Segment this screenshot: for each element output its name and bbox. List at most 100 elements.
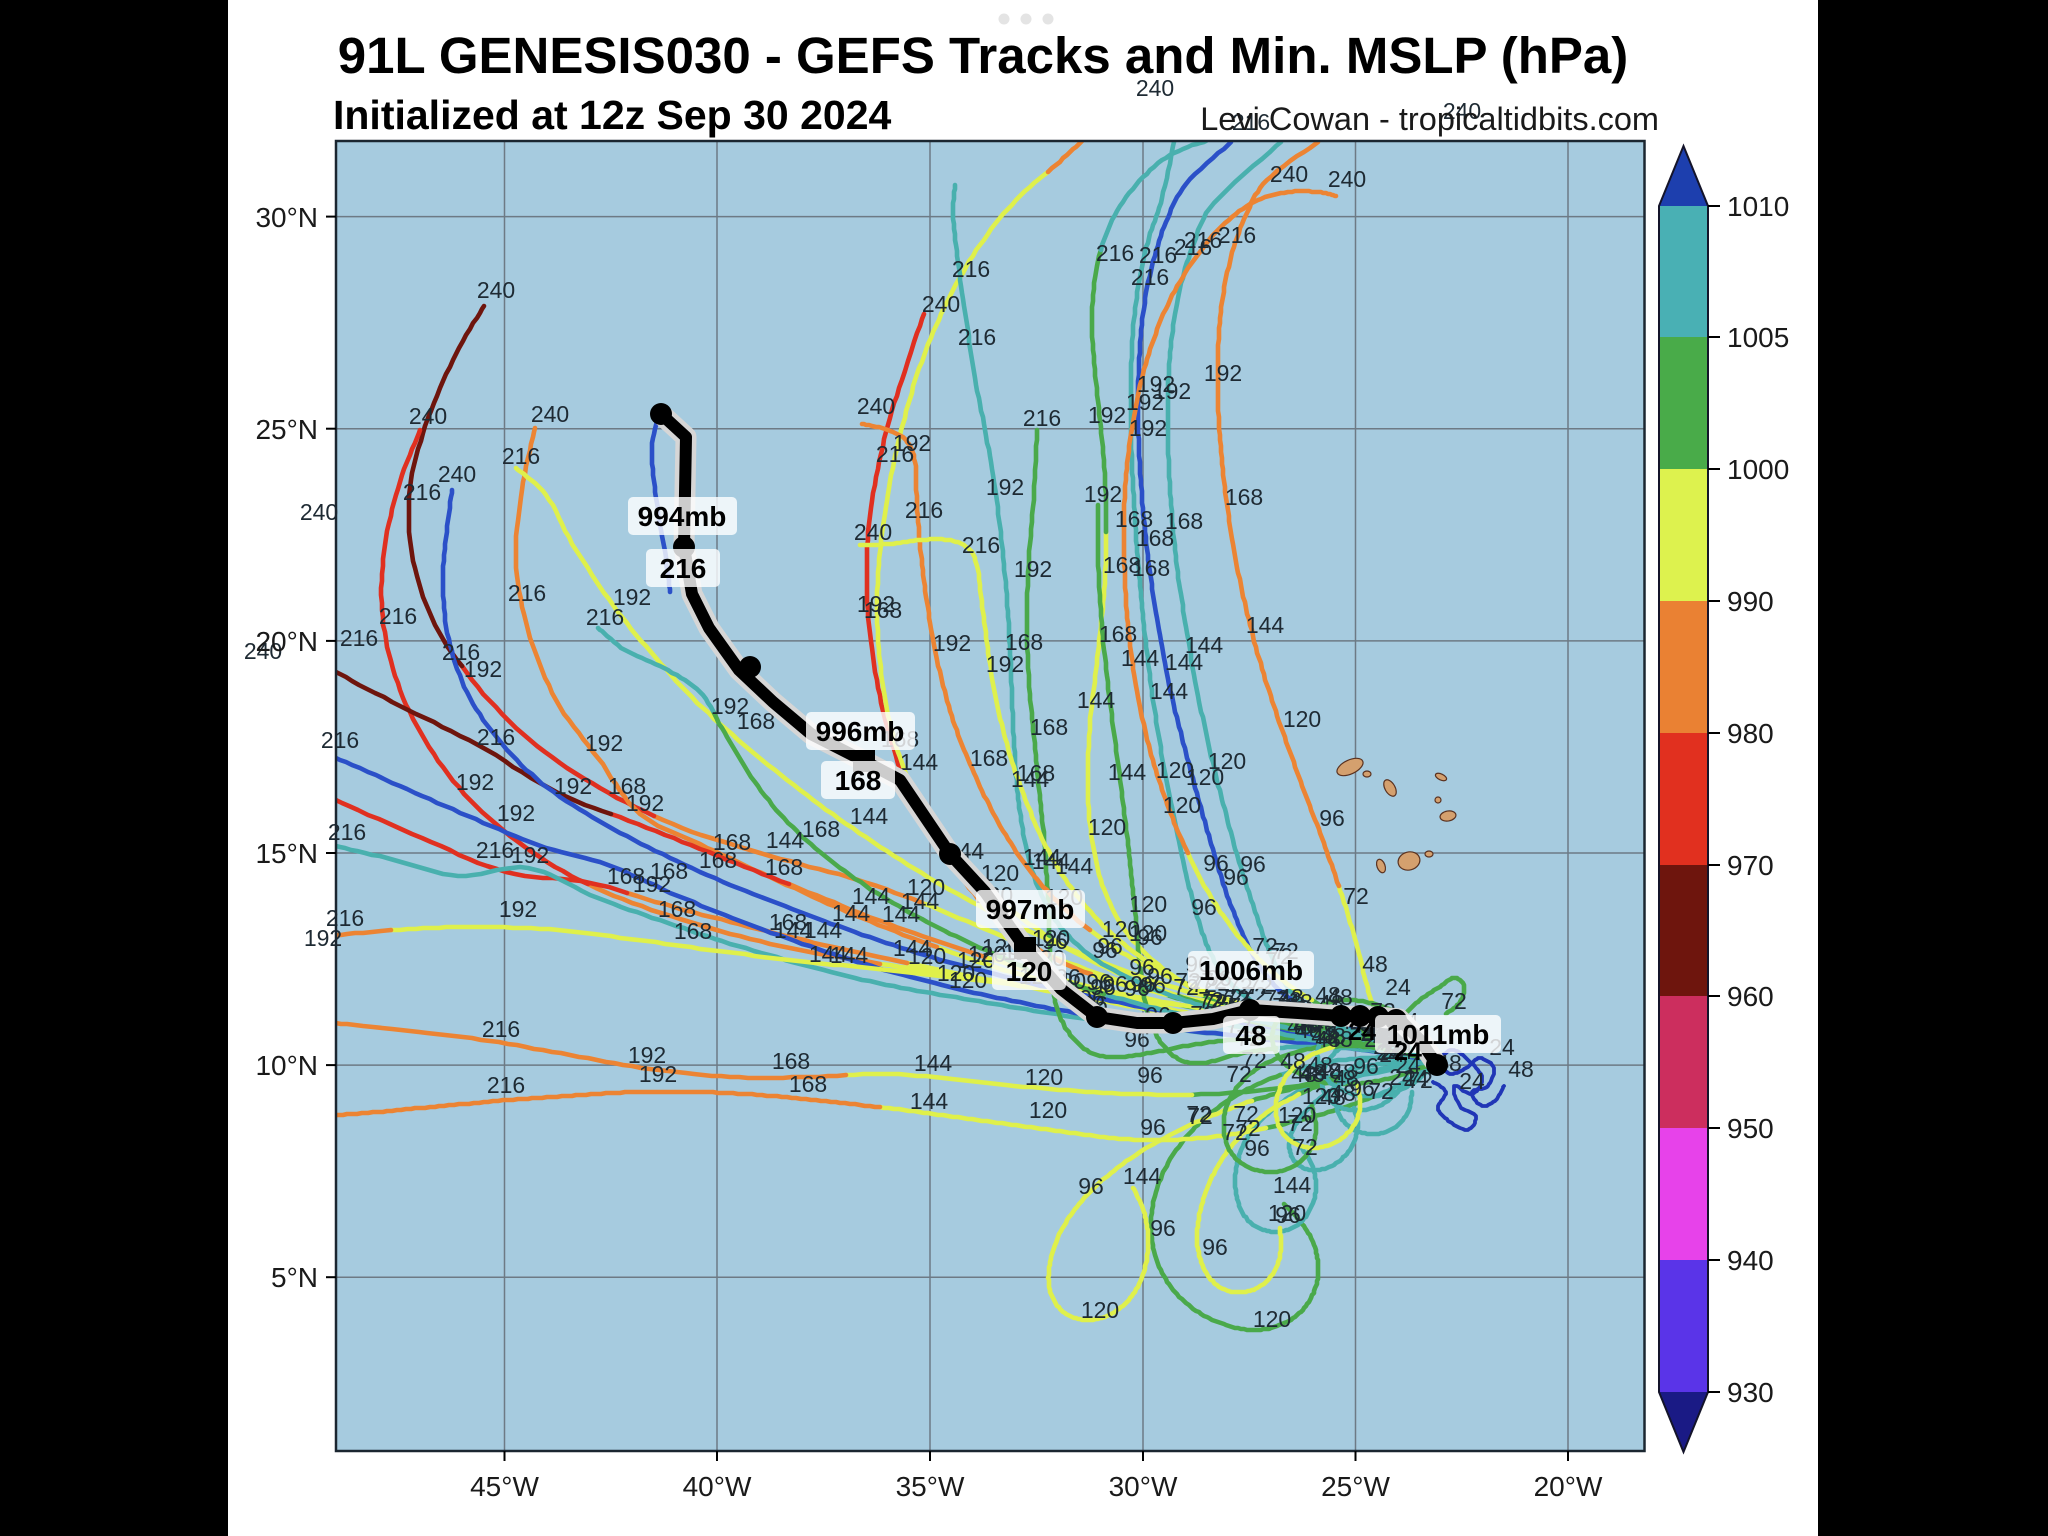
svg-text:96: 96	[1078, 1173, 1104, 1199]
svg-text:120: 120	[1268, 1200, 1306, 1226]
svg-text:120: 120	[1088, 814, 1126, 840]
svg-text:216: 216	[477, 724, 515, 750]
svg-text:120: 120	[1102, 916, 1140, 942]
svg-text:48: 48	[1301, 1059, 1327, 1085]
svg-text:15°N: 15°N	[255, 838, 318, 869]
svg-text:240: 240	[1443, 98, 1481, 124]
svg-text:144: 144	[882, 901, 921, 927]
svg-text:216: 216	[403, 479, 441, 505]
svg-text:240: 240	[300, 499, 338, 525]
svg-text:216: 216	[508, 580, 546, 606]
svg-text:96: 96	[1202, 1234, 1228, 1260]
svg-text:216: 216	[340, 625, 378, 651]
svg-text:45°W: 45°W	[470, 1471, 539, 1502]
svg-text:144: 144	[1246, 612, 1285, 638]
svg-text:96: 96	[1147, 963, 1173, 989]
svg-text:72: 72	[1292, 1134, 1318, 1160]
svg-text:120: 120	[908, 943, 946, 969]
svg-text:192: 192	[893, 430, 931, 456]
svg-text:35°W: 35°W	[896, 1471, 965, 1502]
svg-text:980: 980	[1727, 718, 1774, 749]
svg-text:168: 168	[765, 854, 803, 880]
svg-text:25°W: 25°W	[1321, 1471, 1390, 1502]
svg-text:192: 192	[711, 693, 749, 719]
svg-text:48: 48	[1330, 1059, 1356, 1085]
svg-text:192: 192	[497, 800, 535, 826]
svg-text:168: 168	[1030, 714, 1068, 740]
svg-text:96: 96	[1203, 850, 1229, 876]
svg-text:168: 168	[835, 765, 882, 796]
svg-text:240: 240	[922, 291, 960, 317]
svg-text:216: 216	[1184, 227, 1222, 253]
svg-text:168: 168	[713, 829, 751, 855]
svg-text:240: 240	[854, 519, 892, 545]
svg-text:72: 72	[1233, 1101, 1259, 1127]
svg-text:192: 192	[1014, 556, 1052, 582]
svg-text:216: 216	[1174, 234, 1212, 260]
svg-text:96: 96	[1191, 894, 1217, 920]
svg-text:216: 216	[326, 905, 364, 931]
svg-text:144: 144	[1108, 759, 1147, 785]
svg-text:48: 48	[1235, 1020, 1266, 1051]
svg-text:997mb: 997mb	[986, 894, 1075, 925]
svg-text:96: 96	[1124, 975, 1150, 1001]
svg-text:940: 940	[1727, 1245, 1774, 1276]
svg-text:192: 192	[1137, 371, 1175, 397]
svg-text:168: 168	[1017, 760, 1055, 786]
svg-text:168: 168	[1005, 629, 1043, 655]
svg-text:168: 168	[737, 708, 775, 734]
svg-text:96: 96	[1353, 1053, 1379, 1079]
svg-text:216: 216	[502, 443, 540, 469]
svg-text:168: 168	[699, 847, 737, 873]
svg-text:Levi Cowan - tropicaltidbits.c: Levi Cowan - tropicaltidbits.com	[1200, 101, 1659, 137]
svg-text:192: 192	[1129, 415, 1167, 441]
svg-text:216: 216	[1023, 405, 1061, 431]
svg-text:168: 168	[608, 773, 646, 799]
svg-text:240: 240	[857, 393, 895, 419]
svg-text:144: 144	[852, 883, 891, 909]
svg-text:96: 96	[1223, 864, 1249, 890]
svg-text:168: 168	[1103, 552, 1141, 578]
svg-text:120: 120	[1208, 748, 1246, 774]
svg-text:120: 120	[1186, 764, 1224, 790]
svg-text:168: 168	[1165, 508, 1203, 534]
svg-text:24: 24	[1394, 1038, 1422, 1066]
svg-text:168: 168	[769, 909, 807, 935]
svg-text:48: 48	[1320, 1023, 1346, 1049]
svg-text:216: 216	[487, 1072, 525, 1098]
svg-text:216: 216	[586, 604, 624, 630]
svg-text:192: 192	[1204, 360, 1242, 386]
svg-text:96: 96	[1140, 1114, 1166, 1140]
svg-text:240: 240	[438, 461, 476, 487]
svg-text:168: 168	[1132, 555, 1170, 581]
svg-text:144: 144	[901, 888, 940, 914]
svg-text:168: 168	[772, 1048, 810, 1074]
svg-text:216: 216	[660, 553, 707, 584]
svg-text:1006mb: 1006mb	[1199, 955, 1303, 986]
svg-text:96: 96	[1090, 974, 1116, 1000]
svg-text:120: 120	[1253, 1306, 1291, 1332]
svg-text:168: 168	[674, 918, 712, 944]
svg-text:48: 48	[1333, 1065, 1359, 1091]
svg-text:48: 48	[1291, 1061, 1317, 1087]
svg-text:168: 168	[864, 597, 902, 623]
svg-text:72: 72	[1186, 1101, 1212, 1127]
svg-text:192: 192	[626, 790, 664, 816]
svg-text:Initialized at 12z Sep 30 2024: Initialized at 12z Sep 30 2024	[333, 92, 892, 138]
svg-text:24: 24	[1459, 1068, 1485, 1094]
svg-text:144: 144	[1273, 1172, 1312, 1198]
svg-text:240: 240	[1270, 161, 1308, 187]
svg-text:192: 192	[1126, 389, 1164, 415]
svg-text:192: 192	[1088, 402, 1126, 428]
svg-text:24: 24	[1385, 974, 1411, 1000]
svg-text:144: 144	[893, 935, 932, 961]
svg-text:96: 96	[1130, 971, 1156, 997]
svg-text:216: 216	[1096, 240, 1134, 266]
svg-text:120: 120	[1156, 757, 1194, 783]
svg-text:994mb: 994mb	[638, 501, 727, 532]
svg-text:120: 120	[1081, 1297, 1119, 1323]
svg-text:96: 96	[1137, 1062, 1163, 1088]
svg-text:216: 216	[442, 639, 480, 665]
svg-text:144: 144	[1011, 766, 1050, 792]
svg-text:168: 168	[789, 1071, 827, 1097]
